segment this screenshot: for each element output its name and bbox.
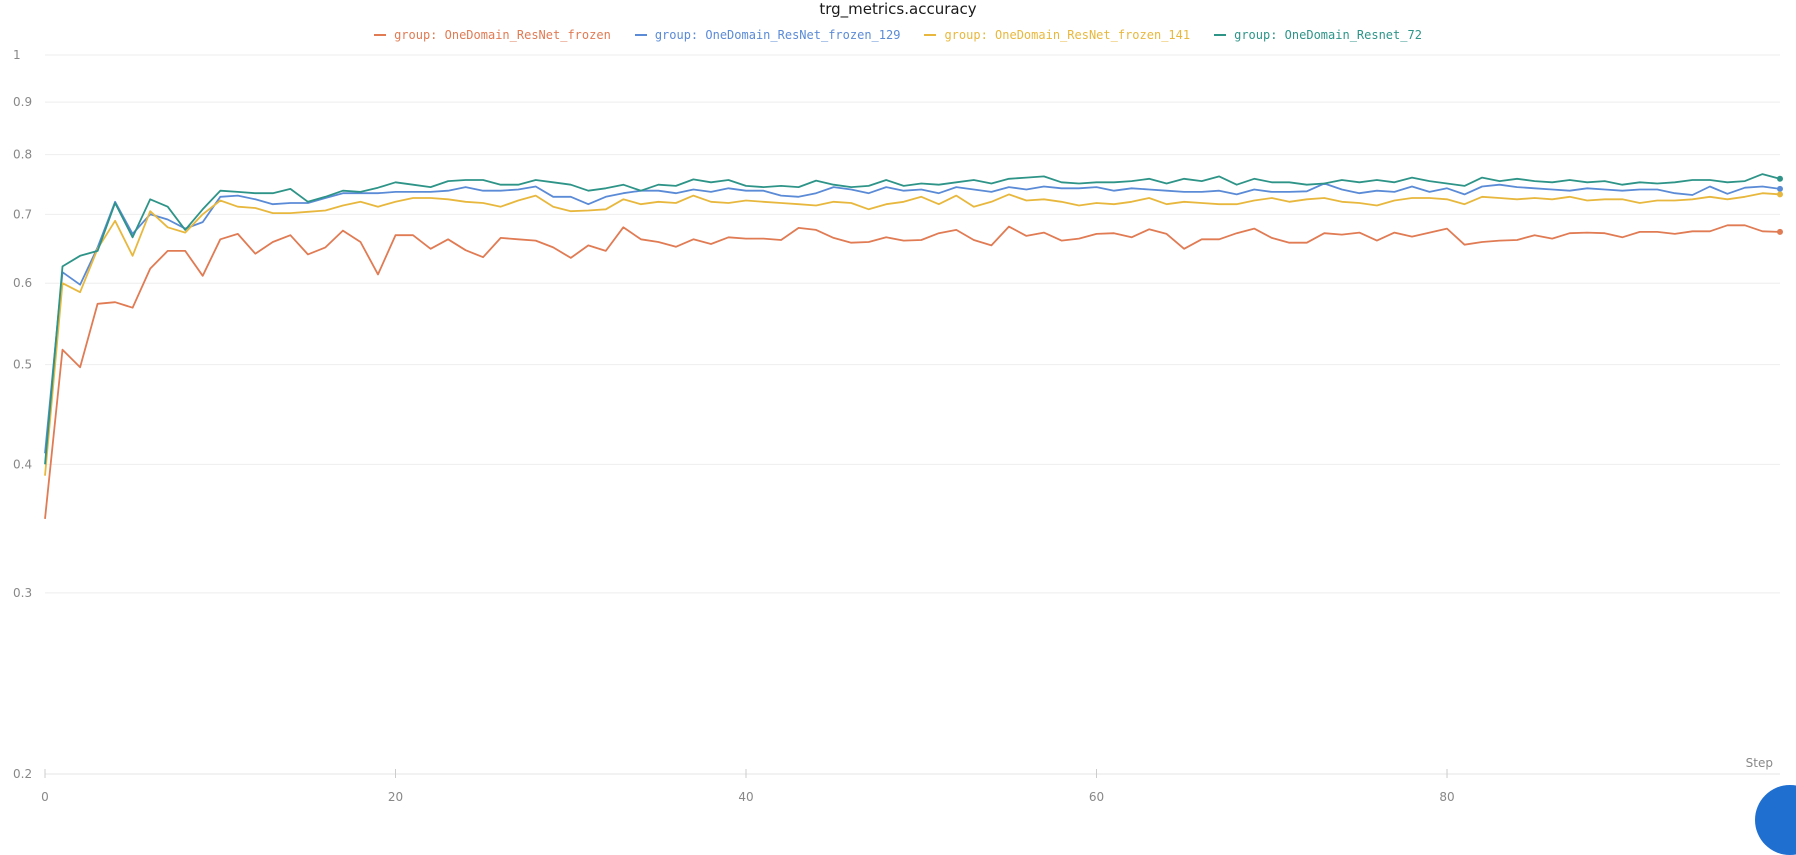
gridlines bbox=[45, 54, 1780, 775]
y-tick-label: 0.9 bbox=[13, 95, 32, 109]
legend-item-frozen[interactable]: group: OneDomain_ResNet_frozen bbox=[374, 25, 611, 45]
series-line-2 bbox=[44, 182, 1781, 454]
series-end-point-1 bbox=[1777, 228, 1783, 235]
x-tick-label: 40 bbox=[738, 790, 753, 804]
y-tick-label: 0.2 bbox=[13, 767, 32, 781]
y-tick-label: 0.3 bbox=[13, 586, 32, 600]
legend: group: OneDomain_ResNet_frozen group: On… bbox=[0, 25, 1796, 45]
x-tick-label: 0 bbox=[41, 790, 49, 804]
axes: 0.2 0.3 0.4 0.5 0.6 0.7 0.8 0.9 1 0 20 40 60 80 bbox=[13, 48, 1780, 804]
series-end-point-2 bbox=[1777, 185, 1783, 192]
legend-swatch bbox=[1214, 34, 1227, 36]
series-end-point-4 bbox=[1777, 175, 1783, 182]
series-line-3 bbox=[44, 192, 1781, 476]
legend-label: group: OneDomain_ResNet_frozen bbox=[394, 28, 611, 42]
legend-label: group: OneDomain_Resnet_72 bbox=[1234, 28, 1422, 42]
y-tick-label: 1 bbox=[13, 48, 21, 62]
x-axis-label: Step bbox=[1746, 756, 1773, 770]
series-line-4 bbox=[44, 173, 1781, 465]
y-tick-label: 0.8 bbox=[13, 148, 32, 162]
y-tick-label: 0.5 bbox=[13, 358, 32, 372]
legend-swatch bbox=[374, 34, 387, 36]
y-tick-label: 0.7 bbox=[13, 207, 32, 221]
chart-title: trg_metrics.accuracy bbox=[819, 0, 977, 18]
legend-item-frozen-141[interactable]: group: OneDomain_ResNet_frozen_141 bbox=[924, 25, 1190, 45]
series-end-point-3 bbox=[1777, 191, 1783, 198]
y-tick-label: 0.4 bbox=[13, 457, 32, 471]
legend-item-frozen-129[interactable]: group: OneDomain_ResNet_frozen_129 bbox=[634, 25, 901, 45]
legend-swatch bbox=[634, 34, 647, 36]
x-tick-label: 60 bbox=[1089, 790, 1104, 804]
x-tick-label: 80 bbox=[1439, 790, 1454, 804]
legend-swatch bbox=[924, 34, 937, 36]
series-line-1 bbox=[44, 224, 1781, 519]
legend-item-resnet-72[interactable]: group: OneDomain_Resnet_72 bbox=[1214, 25, 1422, 45]
y-tick-label: 0.6 bbox=[13, 276, 32, 290]
series-lines bbox=[44, 173, 1783, 519]
legend-label: group: OneDomain_ResNet_frozen_129 bbox=[654, 28, 901, 42]
x-tick-label: 20 bbox=[388, 790, 403, 804]
legend-label: group: OneDomain_ResNet_frozen_141 bbox=[944, 28, 1191, 42]
line-chart: 0.2 0.3 0.4 0.5 0.6 0.7 0.8 0.9 1 0 20 40 60 80 Step bbox=[13, 48, 1783, 804]
